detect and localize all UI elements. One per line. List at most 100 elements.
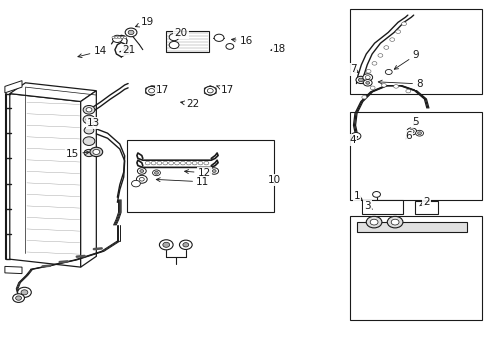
Text: 17: 17 (152, 85, 169, 95)
Circle shape (83, 105, 95, 114)
Text: 10: 10 (268, 175, 281, 185)
Circle shape (90, 147, 102, 157)
Polygon shape (10, 94, 81, 267)
Polygon shape (204, 86, 216, 96)
Text: 2: 2 (419, 197, 429, 207)
Circle shape (169, 33, 179, 41)
Text: 3: 3 (364, 201, 371, 211)
Circle shape (139, 177, 144, 181)
Circle shape (86, 117, 92, 122)
Circle shape (121, 36, 123, 39)
Circle shape (204, 86, 216, 95)
Text: 21: 21 (122, 45, 135, 55)
Text: 22: 22 (180, 99, 200, 109)
Bar (349, 112, 481, 200)
Circle shape (365, 81, 369, 84)
Text: 4: 4 (349, 135, 357, 145)
Circle shape (112, 36, 115, 39)
Text: 13: 13 (87, 118, 101, 128)
Circle shape (84, 149, 94, 157)
Polygon shape (10, 83, 96, 102)
Circle shape (372, 192, 380, 197)
Circle shape (174, 161, 179, 165)
Circle shape (179, 240, 192, 249)
Circle shape (415, 130, 423, 136)
Text: 7: 7 (349, 64, 358, 75)
Circle shape (417, 132, 421, 135)
Circle shape (125, 28, 137, 37)
Circle shape (128, 30, 134, 35)
Circle shape (152, 170, 160, 176)
Bar (414, 201, 437, 214)
Circle shape (21, 290, 28, 295)
Text: 12: 12 (184, 168, 211, 178)
Circle shape (131, 180, 140, 187)
Text: 11: 11 (156, 177, 209, 187)
Circle shape (365, 76, 369, 79)
Circle shape (212, 170, 216, 172)
Circle shape (225, 44, 233, 49)
Circle shape (207, 89, 213, 93)
Circle shape (157, 161, 162, 165)
Circle shape (214, 34, 224, 41)
Text: 19: 19 (135, 17, 154, 27)
Text: 20: 20 (174, 28, 187, 38)
Circle shape (16, 296, 21, 300)
Text: 14: 14 (78, 46, 107, 58)
Circle shape (366, 216, 381, 228)
Circle shape (363, 80, 371, 86)
Circle shape (115, 36, 118, 39)
Circle shape (145, 161, 150, 165)
Circle shape (358, 78, 363, 82)
Circle shape (406, 128, 416, 135)
Circle shape (83, 115, 95, 124)
Circle shape (361, 95, 366, 99)
Circle shape (163, 161, 167, 165)
Circle shape (381, 84, 386, 87)
Circle shape (136, 175, 147, 183)
Circle shape (112, 35, 122, 42)
Circle shape (148, 89, 154, 93)
Circle shape (125, 50, 131, 54)
Circle shape (366, 69, 370, 73)
Circle shape (386, 216, 402, 228)
Circle shape (145, 86, 157, 95)
Bar (356, 222, 466, 232)
Circle shape (192, 161, 197, 165)
Circle shape (371, 62, 376, 65)
Polygon shape (5, 266, 22, 274)
Circle shape (137, 168, 146, 174)
Text: 17: 17 (216, 85, 234, 95)
Circle shape (198, 161, 203, 165)
Circle shape (169, 41, 179, 49)
Circle shape (393, 85, 398, 88)
Circle shape (180, 161, 185, 165)
Text: 5: 5 (411, 117, 418, 127)
Bar (166, 31, 209, 52)
Circle shape (186, 161, 191, 165)
Circle shape (369, 86, 374, 90)
Bar (349, 216, 481, 320)
Text: 16: 16 (231, 36, 253, 46)
Polygon shape (81, 91, 96, 267)
Circle shape (383, 46, 388, 49)
Circle shape (18, 287, 31, 297)
Text: 18: 18 (270, 44, 286, 54)
Circle shape (140, 170, 143, 172)
Circle shape (168, 161, 173, 165)
Text: 15: 15 (65, 149, 89, 159)
Circle shape (86, 108, 92, 112)
Circle shape (377, 54, 382, 57)
Text: 1: 1 (353, 191, 361, 201)
Circle shape (209, 168, 218, 174)
Circle shape (390, 219, 398, 225)
Circle shape (389, 38, 394, 41)
Text: 6: 6 (405, 131, 411, 141)
Circle shape (401, 22, 406, 26)
Circle shape (83, 137, 95, 145)
Circle shape (13, 294, 24, 302)
Circle shape (369, 219, 377, 225)
Circle shape (183, 243, 188, 247)
Circle shape (163, 242, 169, 247)
Bar (127, 140, 273, 212)
